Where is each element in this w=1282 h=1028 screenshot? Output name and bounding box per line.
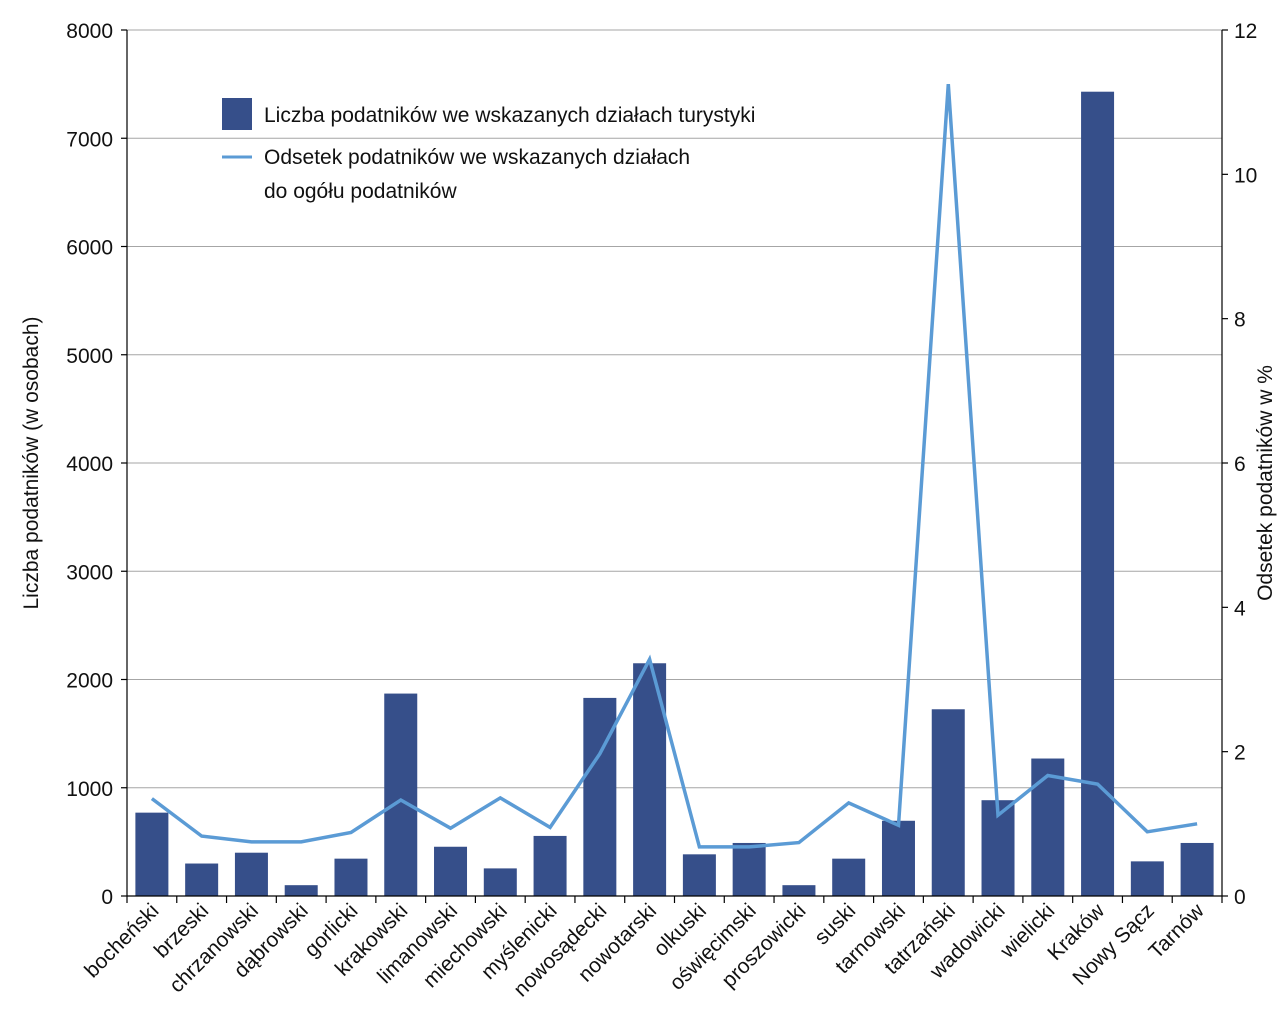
bar bbox=[931, 709, 965, 896]
bar bbox=[284, 885, 318, 896]
y2-tick-label: 2 bbox=[1234, 742, 1246, 765]
y2-tick-label: 0 bbox=[1234, 886, 1246, 909]
legend-line-label: Odsetek podatników we wskazanych działac… bbox=[264, 146, 690, 203]
legend-line-label-part: Odsetek podatników we wskazanych działac… bbox=[264, 146, 690, 169]
y-tick-label: 0 bbox=[101, 886, 113, 909]
y-tick-label: 3000 bbox=[66, 561, 113, 584]
legend-bar-swatch bbox=[222, 98, 252, 130]
bar bbox=[1081, 91, 1115, 896]
y-tick-label: 8000 bbox=[66, 20, 113, 43]
rate-line-path bbox=[150, 83, 1198, 849]
y2-tick-label: 10 bbox=[1234, 164, 1257, 187]
x-category-label: Tarnów bbox=[1145, 899, 1210, 964]
rate-line bbox=[150, 83, 1198, 849]
y2-tick-label: 6 bbox=[1234, 453, 1246, 476]
bar bbox=[234, 852, 268, 896]
y-tick-label: 7000 bbox=[66, 128, 113, 151]
legend: Liczba podatników we wskazanych działach… bbox=[222, 98, 755, 203]
y2-axis-title: Odsetek podatników w % bbox=[1254, 365, 1277, 601]
bar bbox=[135, 812, 169, 896]
y2-tick-label: 8 bbox=[1234, 309, 1246, 332]
x-category-label: bocheński bbox=[80, 899, 163, 982]
y-tick-label: 4000 bbox=[66, 453, 113, 476]
y-tick-label: 5000 bbox=[66, 345, 113, 368]
bar bbox=[1180, 842, 1214, 896]
bar bbox=[732, 842, 766, 896]
bar bbox=[533, 835, 567, 896]
bar bbox=[434, 846, 468, 896]
y-tick-label: 2000 bbox=[66, 670, 113, 693]
bar bbox=[1031, 758, 1065, 896]
y-tick-label: 1000 bbox=[66, 778, 113, 801]
bar bbox=[682, 854, 716, 896]
bar bbox=[832, 858, 866, 896]
y-tick-label: 6000 bbox=[66, 237, 113, 260]
bar bbox=[334, 858, 368, 896]
axes bbox=[121, 29, 1228, 903]
bar bbox=[583, 697, 617, 896]
y2-tick-label: 4 bbox=[1234, 597, 1246, 620]
y-axis-title: Liczba podatników (w osobach) bbox=[20, 317, 43, 610]
bars bbox=[135, 91, 1214, 896]
bar bbox=[782, 885, 816, 896]
legend-line-label-part: do ogółu podatników bbox=[264, 180, 457, 203]
y2-tick-label: 12 bbox=[1234, 20, 1257, 43]
bar bbox=[185, 863, 219, 896]
gridlines bbox=[127, 29, 1222, 789]
bar bbox=[1130, 861, 1164, 896]
bar bbox=[483, 868, 517, 896]
legend-bar-label: Liczba podatników we wskazanych działach… bbox=[264, 104, 755, 127]
bar bbox=[384, 693, 418, 896]
bar bbox=[881, 820, 915, 896]
